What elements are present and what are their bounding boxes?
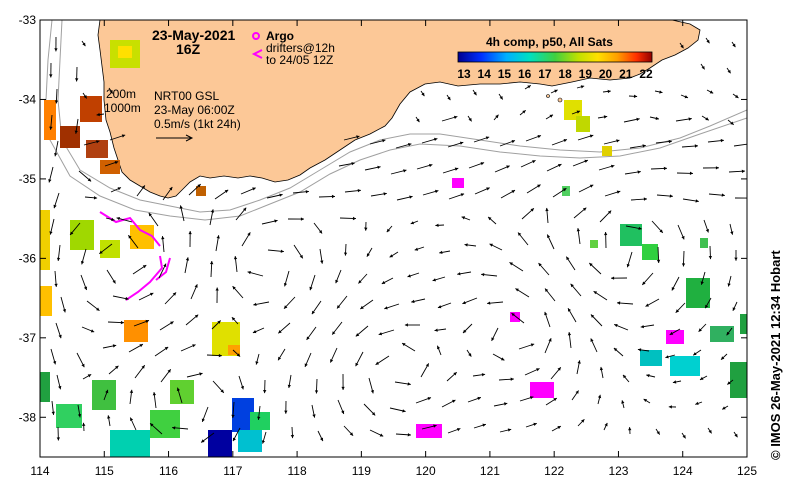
lon-tick-label: 119 [352, 464, 371, 478]
product-line1: NRT00 GSL [154, 89, 219, 103]
lon-tick-label: 114 [30, 464, 49, 478]
lon-tick-label: 123 [608, 464, 628, 478]
colorbar-tick-label: 22 [639, 67, 653, 81]
product-line3: 0.5m/s (1kt 24h) [154, 117, 241, 131]
colorbar-tick-label: 19 [579, 67, 593, 81]
lat-tick-label: -35 [19, 172, 37, 186]
credit-text: © IMOS 26-May-2021 12:34 Hobart [768, 250, 783, 460]
colorbar-tick-label: 15 [498, 67, 512, 81]
lon-tick-label: 124 [673, 464, 693, 478]
colorbar-tick-label: 14 [478, 67, 492, 81]
colorbar-title: 4h comp, p50, All Sats [486, 35, 613, 49]
lat-tick-label: -37 [19, 331, 37, 345]
time-title: 16Z [176, 41, 201, 57]
lon-tick-label: 121 [480, 464, 500, 478]
lon-tick-label: 117 [223, 464, 242, 478]
lon-tick-label: 125 [737, 464, 757, 478]
colorbar-tick-label: 18 [558, 67, 572, 81]
isobath-200m-label: 200m [106, 87, 136, 101]
lon-tick-label: 120 [416, 464, 436, 478]
lon-tick-label: 116 [159, 464, 178, 478]
colorbar-tick-label: 13 [457, 67, 471, 81]
product-line2: 23-May 06:00Z [154, 103, 235, 117]
lon-tick-label: 115 [95, 464, 114, 478]
lat-tick-label: -34 [19, 92, 37, 106]
lon-tick-label: 122 [544, 464, 564, 478]
drifters-legend-line2: to 24/05 12Z [266, 53, 333, 67]
colorbar-tick-label: 17 [538, 67, 552, 81]
current-vector-head [748, 196, 751, 199]
lon-tick-label: 118 [288, 464, 307, 478]
colorbar-tick-label: 16 [518, 67, 532, 81]
colorbar [458, 52, 652, 62]
lat-tick-label: -36 [19, 251, 37, 265]
isobath-1000m-label: 1000m [104, 101, 141, 115]
lat-tick-label: -33 [19, 13, 37, 27]
colorbar-tick-label: 21 [619, 67, 633, 81]
lat-tick-label: -38 [19, 410, 37, 424]
colorbar-tick-label: 20 [599, 67, 613, 81]
